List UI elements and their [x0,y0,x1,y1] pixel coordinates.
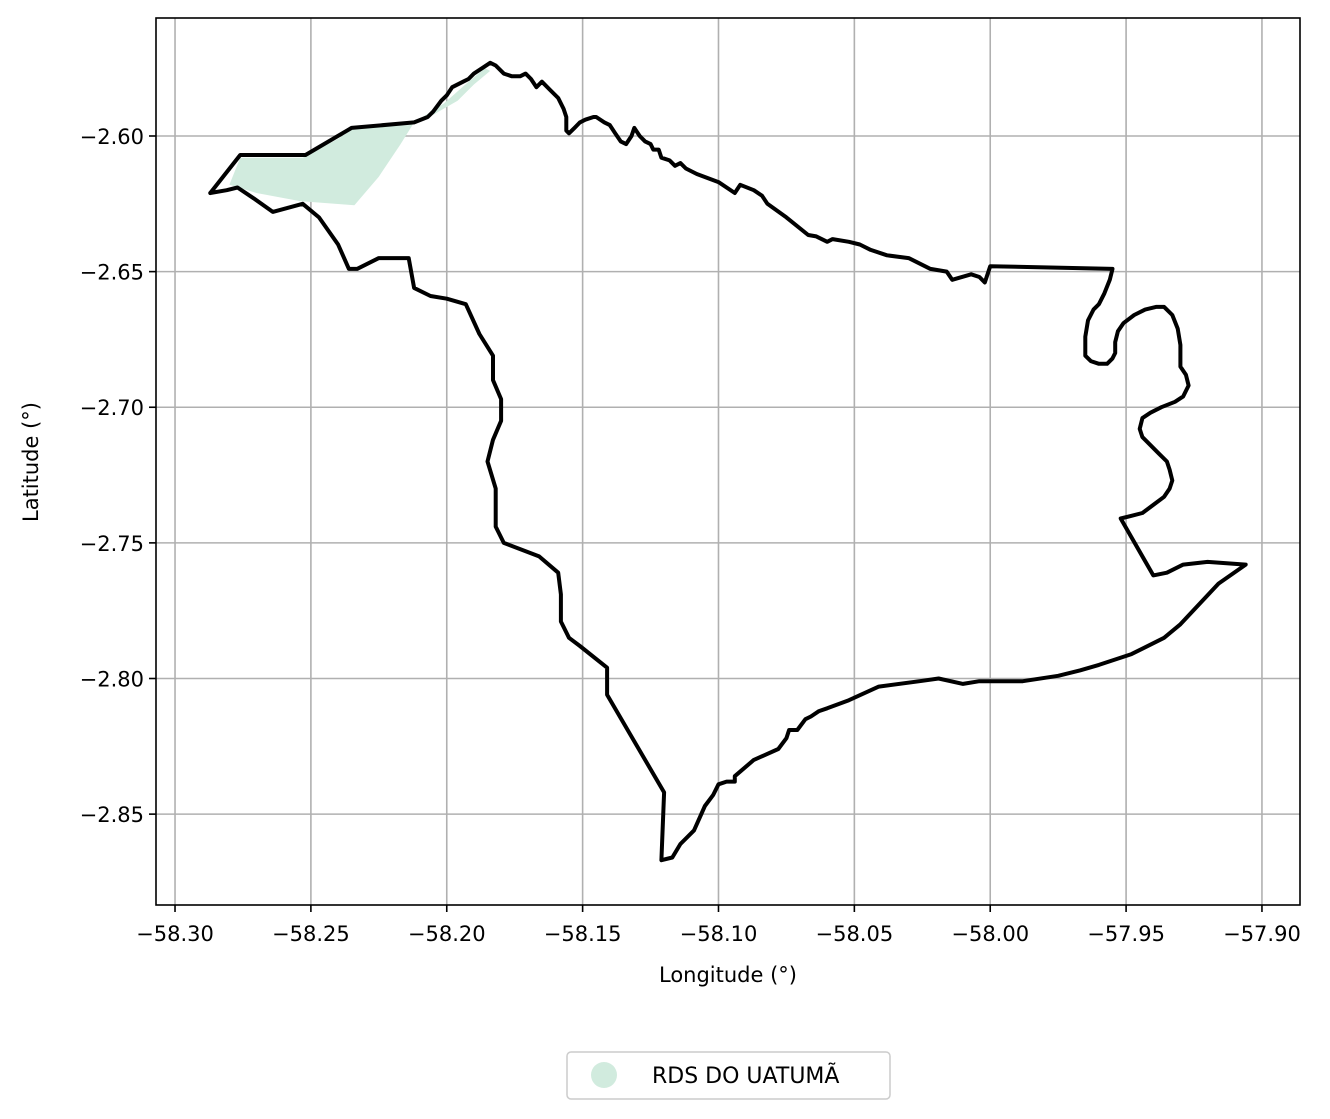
y-axis-title: Latitude (°) [19,402,43,522]
x-tick-label: −57.95 [1087,922,1165,946]
y-tick-label: −2.60 [80,125,144,149]
y-axis-ticks: −2.60 −2.65 −2.70 −2.75 −2.80 −2.85 [80,125,156,827]
axes-frame [155,17,1301,906]
y-tick-label: −2.70 [80,396,144,420]
y-tick-label: −2.65 [80,261,144,285]
plot-area [208,60,1248,863]
x-tick-label: −57.90 [1223,922,1301,946]
boundary-outline [208,60,1248,863]
x-axis-ticks: −58.30 −58.25 −58.20 −58.15 −58.10 −58.05 −58.… [136,905,1301,946]
y-tick-label: −2.75 [80,532,144,556]
y-gridlines [156,135,1300,815]
legend: RDS DO UATUMÃ [566,1051,891,1100]
x-tick-label: −58.25 [272,922,350,946]
x-tick-label: −58.10 [680,922,758,946]
x-tick-label: −58.15 [544,922,622,946]
x-axis-title: Longitude (°) [659,963,797,987]
y-tick-label: −2.85 [80,803,144,827]
x-tick-label: −58.20 [408,922,486,946]
legend-label-rds-do-uatuma: RDS DO UATUMÃ [652,1062,839,1089]
y-tick-label: −2.80 [80,668,144,692]
legend-marker-rds-do-uatuma [591,1062,617,1088]
rds-do-uatuma-fill [229,68,491,206]
x-tick-label: −58.30 [136,922,214,946]
x-tick-label: −58.00 [951,922,1029,946]
x-tick-label: −58.05 [815,922,893,946]
legend-box [566,1051,891,1100]
